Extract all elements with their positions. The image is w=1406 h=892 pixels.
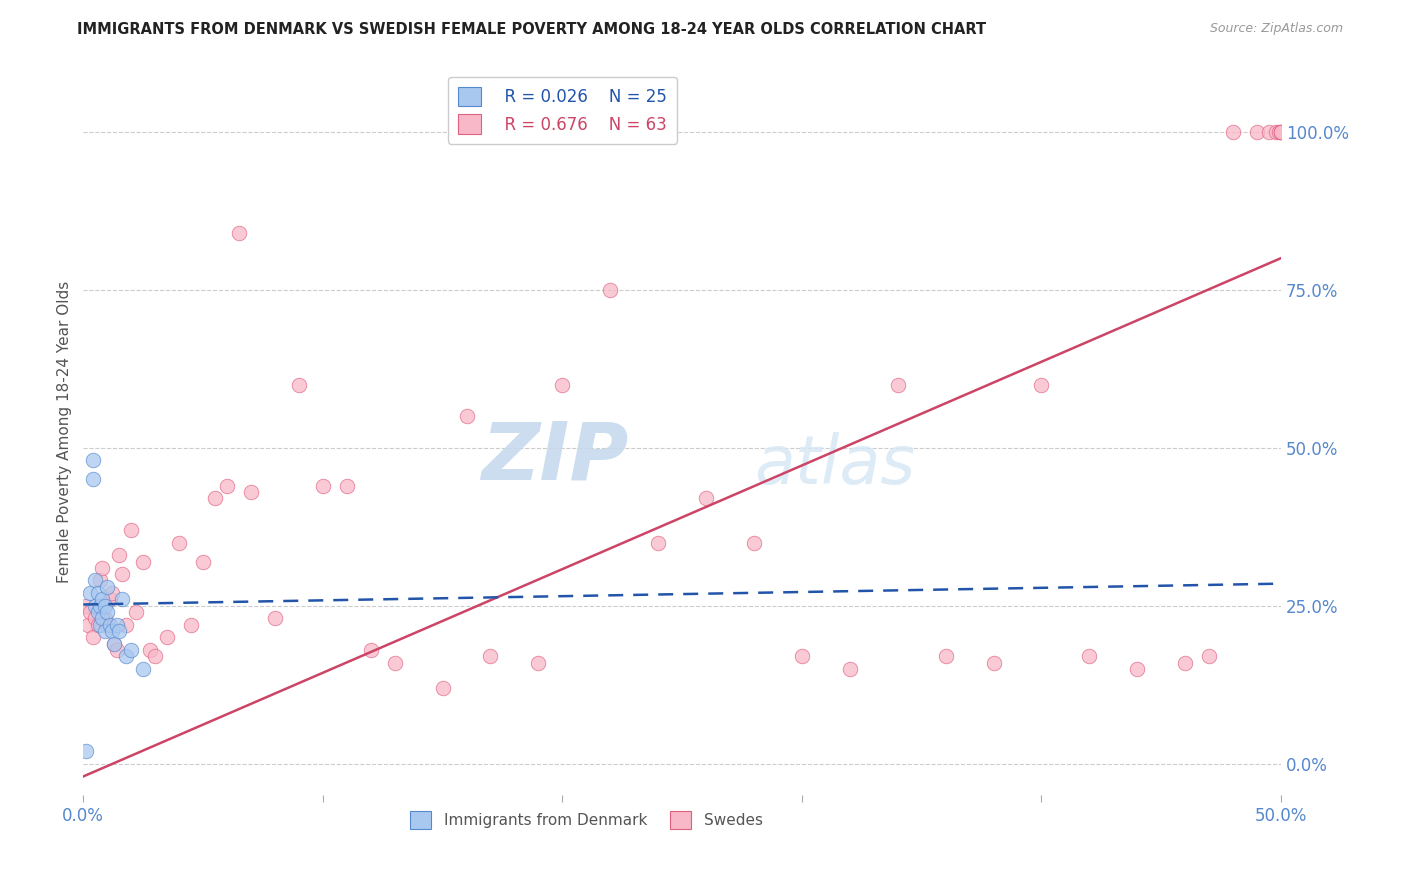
Text: ZIP: ZIP bbox=[481, 418, 628, 496]
Point bbox=[96, 605, 118, 619]
Point bbox=[105, 643, 128, 657]
Point bbox=[1198, 649, 1220, 664]
Point bbox=[360, 643, 382, 657]
Point bbox=[1246, 125, 1268, 139]
Point bbox=[1174, 656, 1197, 670]
Point bbox=[132, 555, 155, 569]
Point bbox=[89, 599, 111, 613]
Point bbox=[935, 649, 957, 664]
Point bbox=[94, 611, 117, 625]
Point bbox=[115, 649, 138, 664]
Point bbox=[96, 580, 118, 594]
Point bbox=[647, 535, 669, 549]
Point bbox=[167, 535, 190, 549]
Point bbox=[86, 617, 108, 632]
Point bbox=[215, 478, 238, 492]
Point bbox=[1258, 125, 1281, 139]
Point bbox=[120, 523, 142, 537]
Point bbox=[191, 555, 214, 569]
Point bbox=[180, 617, 202, 632]
Point bbox=[84, 574, 107, 588]
Point bbox=[82, 631, 104, 645]
Point bbox=[94, 624, 117, 638]
Point bbox=[110, 592, 132, 607]
Point bbox=[91, 611, 114, 625]
Point bbox=[239, 485, 262, 500]
Point bbox=[384, 656, 406, 670]
Point bbox=[1270, 125, 1292, 139]
Point bbox=[1267, 125, 1289, 139]
Point bbox=[1265, 125, 1288, 139]
Point bbox=[84, 599, 107, 613]
Point bbox=[79, 605, 101, 619]
Point bbox=[75, 744, 97, 758]
Point bbox=[132, 662, 155, 676]
Point bbox=[101, 586, 124, 600]
Point bbox=[551, 377, 574, 392]
Point bbox=[143, 649, 166, 664]
Point bbox=[125, 605, 148, 619]
Text: Source: ZipAtlas.com: Source: ZipAtlas.com bbox=[1209, 22, 1343, 36]
Point bbox=[91, 592, 114, 607]
Point bbox=[103, 637, 125, 651]
Point bbox=[886, 377, 908, 392]
Point bbox=[103, 637, 125, 651]
Point bbox=[82, 453, 104, 467]
Point bbox=[264, 611, 287, 625]
Point bbox=[456, 409, 478, 424]
Point bbox=[1126, 662, 1149, 676]
Point bbox=[77, 617, 100, 632]
Point bbox=[105, 617, 128, 632]
Point bbox=[98, 592, 121, 607]
Point bbox=[86, 586, 108, 600]
Point bbox=[742, 535, 765, 549]
Point bbox=[79, 586, 101, 600]
Point bbox=[91, 561, 114, 575]
Point bbox=[101, 624, 124, 638]
Text: atlas: atlas bbox=[754, 432, 915, 498]
Point bbox=[110, 567, 132, 582]
Point bbox=[695, 491, 717, 506]
Point bbox=[1078, 649, 1101, 664]
Point bbox=[790, 649, 813, 664]
Point bbox=[89, 617, 111, 632]
Point bbox=[120, 643, 142, 657]
Point bbox=[98, 617, 121, 632]
Point bbox=[204, 491, 226, 506]
Point bbox=[1031, 377, 1053, 392]
Point bbox=[156, 631, 179, 645]
Point bbox=[432, 681, 454, 695]
Point bbox=[1270, 125, 1292, 139]
Point bbox=[86, 605, 108, 619]
Point bbox=[82, 472, 104, 486]
Y-axis label: Female Poverty Among 18-24 Year Olds: Female Poverty Among 18-24 Year Olds bbox=[58, 281, 72, 583]
Point bbox=[228, 226, 250, 240]
Point bbox=[89, 574, 111, 588]
Point bbox=[527, 656, 550, 670]
Point bbox=[139, 643, 162, 657]
Point bbox=[115, 617, 138, 632]
Point bbox=[312, 478, 335, 492]
Point bbox=[75, 599, 97, 613]
Point bbox=[1222, 125, 1244, 139]
Point bbox=[94, 599, 117, 613]
Legend: Immigrants from Denmark, Swedes: Immigrants from Denmark, Swedes bbox=[404, 805, 769, 835]
Point bbox=[838, 662, 860, 676]
Point bbox=[983, 656, 1005, 670]
Point bbox=[479, 649, 502, 664]
Text: IMMIGRANTS FROM DENMARK VS SWEDISH FEMALE POVERTY AMONG 18-24 YEAR OLDS CORRELAT: IMMIGRANTS FROM DENMARK VS SWEDISH FEMAL… bbox=[77, 22, 987, 37]
Point bbox=[108, 624, 131, 638]
Point bbox=[1270, 125, 1292, 139]
Point bbox=[336, 478, 359, 492]
Point bbox=[288, 377, 311, 392]
Point bbox=[108, 548, 131, 562]
Point bbox=[599, 283, 621, 297]
Point bbox=[96, 617, 118, 632]
Point bbox=[84, 611, 107, 625]
